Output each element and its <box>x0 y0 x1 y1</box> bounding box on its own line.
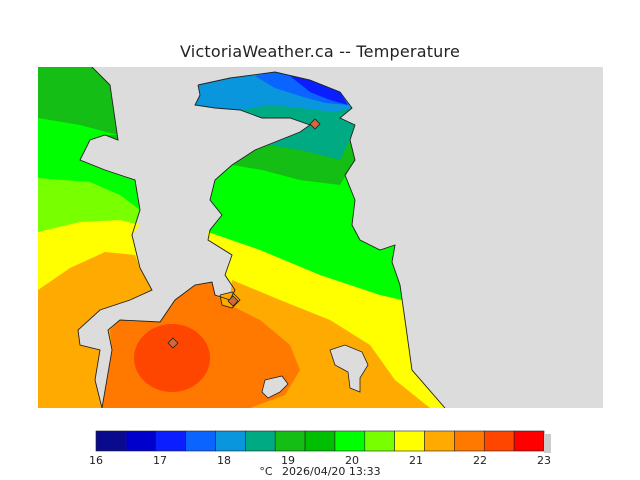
west-landmass <box>38 67 152 408</box>
colorbar-swatch <box>513 430 545 452</box>
colorbar-tick-label: 18 <box>217 454 231 467</box>
island-east <box>329 344 369 393</box>
map-title: VictoriaWeather.ca -- Temperature <box>180 42 460 61</box>
colorbar-swatch <box>215 430 246 452</box>
colorbar-tick-label: 21 <box>409 454 423 467</box>
colorbar-swatch <box>334 430 366 452</box>
west-band-22 <box>38 252 152 408</box>
colorbar-swatch <box>185 430 216 452</box>
colorbar-swatch <box>95 430 127 452</box>
colorbar-swatch <box>424 430 455 452</box>
colorbar-tick-label: 22 <box>473 454 487 467</box>
colorbar-tick-label: 23 <box>537 454 551 467</box>
colorbar-tick-label: 20 <box>345 454 359 467</box>
caption: °C 2026/04/20 13:33 <box>0 465 640 478</box>
colorbar-swatch <box>125 430 157 452</box>
colorbar-swatch <box>394 430 425 452</box>
colorbar-tick-label: 16 <box>89 454 103 467</box>
station-central[interactable] <box>227 295 239 307</box>
colorbar-tick-label: 19 <box>281 454 295 467</box>
colorbar-tick-label: 17 <box>153 454 167 467</box>
colorbar-swatch <box>483 430 515 452</box>
warm-spot <box>134 324 210 392</box>
timestamp: 2026/04/20 13:33 <box>282 465 381 478</box>
island-small <box>261 375 289 399</box>
colorbar-swatch <box>364 430 395 452</box>
station-southwest[interactable] <box>167 337 179 349</box>
east-band-16 <box>290 76 348 105</box>
station-north[interactable] <box>309 118 321 130</box>
west-coastline <box>77 67 153 408</box>
colorbar-shadow <box>544 434 551 453</box>
colorbar-swatch <box>274 430 306 452</box>
inlet-coastline <box>101 84 311 408</box>
colorbar-swatch <box>304 430 336 452</box>
colorbar-swatch <box>454 430 485 452</box>
east-coastline <box>197 71 446 408</box>
colorbar <box>95 430 551 453</box>
unit-label: °C <box>259 465 273 478</box>
colorbar-swatch <box>155 430 186 452</box>
east-landmass <box>102 72 445 408</box>
colorbar-swatch <box>245 430 276 452</box>
